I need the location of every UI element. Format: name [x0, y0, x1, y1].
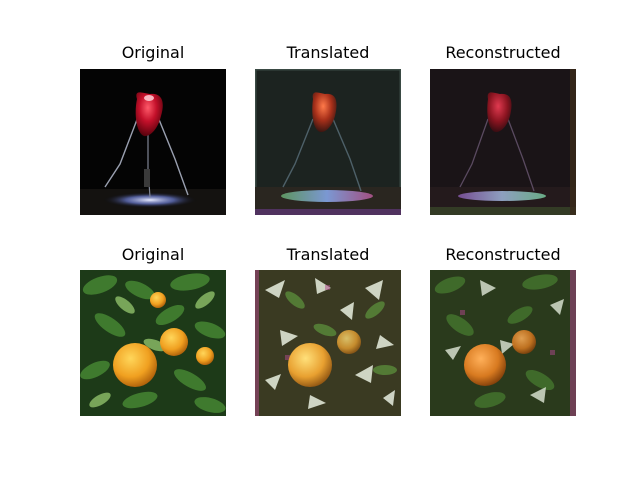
image-reconstructed-oranges	[430, 270, 576, 416]
image-translated-oranges	[255, 270, 401, 416]
panel-title-original-2: Original	[121, 245, 185, 264]
image-original-apple	[80, 69, 226, 215]
panel-title-reconstructed-1: Reconstructed	[445, 43, 561, 62]
image-reconstructed-apple	[430, 69, 576, 215]
image-original-oranges	[80, 270, 226, 416]
panel-title-translated-2: Translated	[286, 245, 370, 264]
image-translated-apple	[255, 69, 401, 215]
panel-title-original-1: Original	[121, 43, 185, 62]
panel-title-translated-1: Translated	[286, 43, 370, 62]
panel-title-reconstructed-2: Reconstructed	[445, 245, 561, 264]
